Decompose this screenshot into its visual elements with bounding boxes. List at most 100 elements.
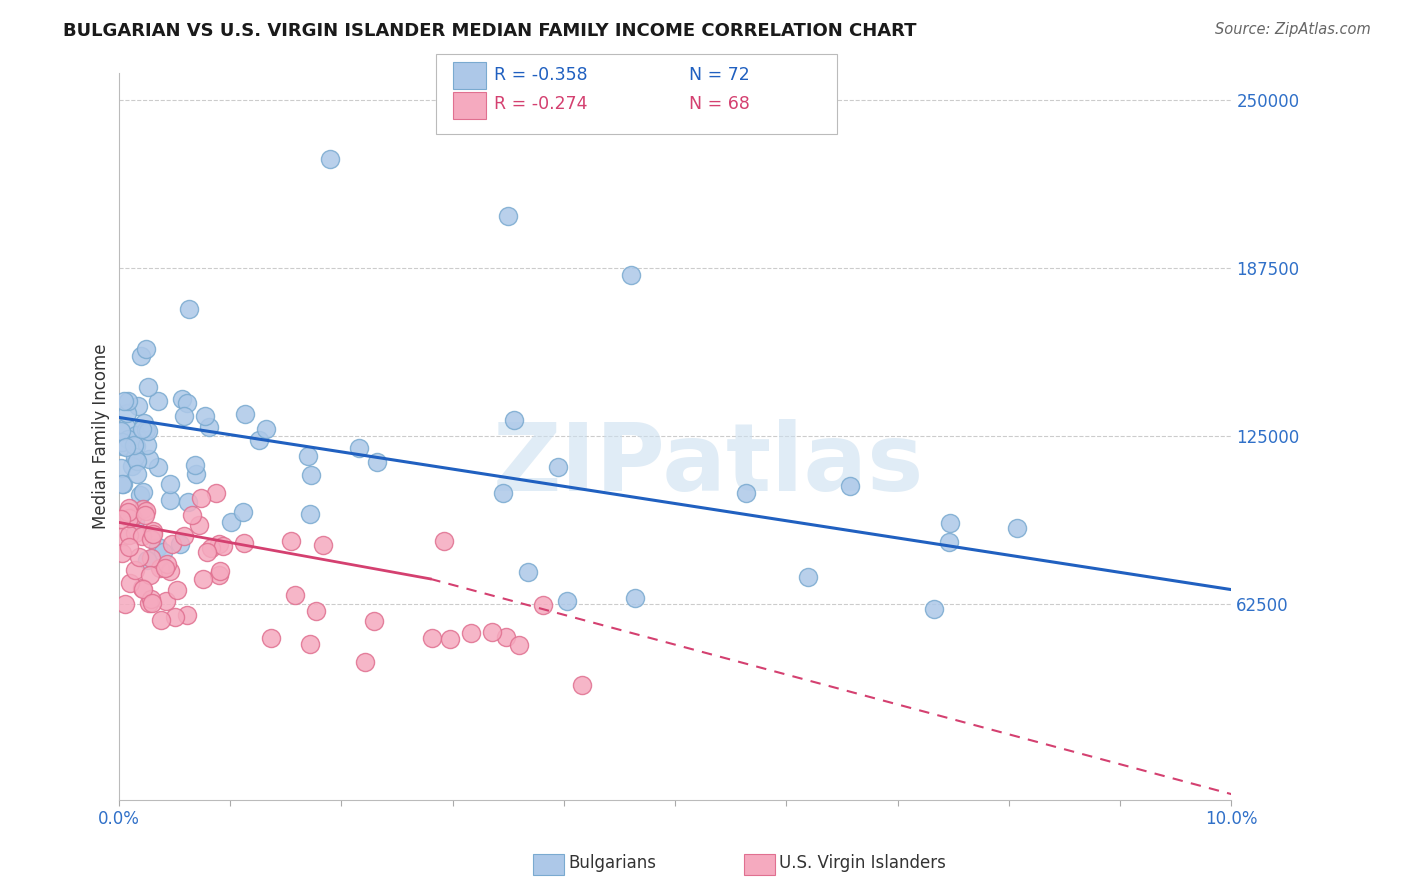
Point	[433, 533, 456, 548]
Point	[496, 209, 519, 223]
Point	[124, 515, 146, 529]
Point	[838, 479, 860, 493]
Text: N = 72: N = 72	[689, 66, 749, 84]
Point	[619, 268, 641, 282]
Point	[125, 439, 148, 453]
Point	[131, 529, 153, 543]
Point	[363, 614, 385, 628]
Point	[495, 631, 517, 645]
Point	[131, 422, 153, 436]
Point	[533, 598, 555, 612]
Point	[366, 455, 388, 469]
Point	[110, 512, 132, 526]
Point	[124, 526, 146, 541]
Point	[132, 484, 155, 499]
Point	[233, 536, 256, 550]
Point	[233, 407, 256, 421]
Point	[299, 637, 322, 651]
Point	[939, 516, 962, 530]
Text: N = 68: N = 68	[689, 95, 749, 113]
Point	[155, 594, 177, 608]
Point	[112, 394, 135, 409]
Point	[280, 534, 302, 549]
Point	[118, 528, 141, 542]
Point	[190, 491, 212, 505]
Point	[146, 541, 169, 555]
Point	[110, 530, 132, 544]
Point	[134, 416, 156, 430]
Point	[177, 495, 200, 509]
Point	[797, 570, 820, 584]
Point	[200, 541, 222, 556]
Point	[347, 441, 370, 455]
Point	[134, 508, 156, 523]
Point	[211, 540, 233, 554]
Point	[142, 526, 165, 541]
Point	[149, 560, 172, 574]
Point	[122, 438, 145, 452]
Point	[491, 486, 513, 500]
Text: Source: ZipAtlas.com: Source: ZipAtlas.com	[1215, 22, 1371, 37]
Point	[181, 508, 204, 523]
Point	[938, 534, 960, 549]
Point	[124, 562, 146, 576]
Point	[127, 467, 149, 482]
Point	[312, 538, 335, 552]
Point	[138, 568, 160, 582]
Text: BULGARIAN VS U.S. VIRGIN ISLANDER MEDIAN FAMILY INCOME CORRELATION CHART: BULGARIAN VS U.S. VIRGIN ISLANDER MEDIAN…	[63, 22, 917, 40]
Point	[136, 553, 159, 567]
Point	[194, 409, 217, 423]
Point	[131, 582, 153, 596]
Point	[460, 625, 482, 640]
Point	[297, 450, 319, 464]
Point	[517, 565, 540, 579]
Point	[127, 399, 149, 413]
Point	[198, 420, 221, 434]
Point	[118, 576, 141, 591]
Point	[111, 477, 134, 491]
Point	[191, 572, 214, 586]
Point	[305, 604, 328, 618]
Point	[221, 515, 243, 529]
Point	[624, 591, 647, 605]
Point	[117, 432, 139, 446]
Point	[247, 433, 270, 447]
Point	[127, 454, 149, 468]
Point	[129, 488, 152, 502]
Text: R = -0.274: R = -0.274	[494, 95, 588, 113]
Point	[115, 406, 138, 420]
Point	[299, 467, 322, 482]
Point	[153, 560, 176, 574]
Point	[111, 546, 134, 560]
Point	[132, 582, 155, 597]
Point	[150, 614, 173, 628]
Point	[118, 500, 141, 515]
Point	[176, 396, 198, 410]
Point	[111, 439, 134, 453]
Point	[148, 393, 170, 408]
Point	[922, 602, 945, 616]
Point	[139, 551, 162, 566]
Point	[254, 422, 277, 436]
Point	[177, 301, 200, 316]
Point	[173, 409, 195, 424]
Point	[207, 537, 229, 551]
Text: ZIPatlas: ZIPatlas	[492, 419, 924, 511]
Point	[136, 380, 159, 394]
Point	[165, 610, 187, 624]
Point	[125, 428, 148, 442]
Point	[188, 518, 211, 533]
Point	[503, 413, 526, 427]
Point	[135, 423, 157, 437]
Point	[141, 596, 163, 610]
Point	[135, 504, 157, 518]
Point	[136, 425, 159, 439]
Point	[111, 434, 134, 449]
Point	[132, 502, 155, 516]
Point	[141, 524, 163, 538]
Text: U.S. Virgin Islanders: U.S. Virgin Islanders	[779, 855, 946, 872]
Point	[299, 508, 322, 522]
Point	[166, 583, 188, 598]
Point	[139, 533, 162, 547]
Point	[156, 557, 179, 571]
